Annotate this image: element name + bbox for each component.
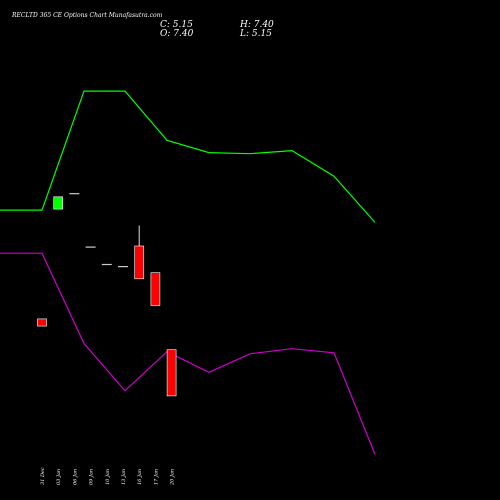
chart-title: RECLTD 365 CE Options Chart Munafasutra.… xyxy=(11,12,163,19)
high-value: H: 7.40 xyxy=(239,20,274,30)
x-tick-label: 31 Dec xyxy=(40,467,46,485)
candle xyxy=(37,318,47,327)
x-axis: 31 Dec 03 Jan 06 Jan 09 Jan 10 Jan 13 Jan 16 J… xyxy=(40,467,176,486)
x-tick-label: 06 Jan xyxy=(72,469,78,485)
open-value: O: 7.40 xyxy=(160,29,194,39)
upper-indicator-line xyxy=(0,90,376,223)
indicator-lines xyxy=(0,90,376,455)
x-tick-label: 13 Jan xyxy=(121,469,127,485)
x-tick-label: 16 Jan xyxy=(137,469,143,485)
x-tick-label: 17 Jan xyxy=(153,469,159,485)
low-value: L: 5.15 xyxy=(239,29,272,39)
x-tick-label: 03 Jan xyxy=(56,469,62,485)
candle xyxy=(53,196,64,210)
candle xyxy=(166,349,177,397)
x-tick-label: 09 Jan xyxy=(89,469,95,485)
candles xyxy=(37,193,177,397)
candle-body xyxy=(37,318,47,327)
candle-body xyxy=(134,245,144,280)
lower-indicator-line xyxy=(0,252,376,455)
close-value: C: 5.15 xyxy=(160,20,193,30)
x-tick-label: 10 Jan xyxy=(105,469,111,485)
candle-body xyxy=(53,196,64,210)
candle xyxy=(150,272,161,306)
candle-body xyxy=(166,349,177,397)
candle xyxy=(134,225,144,280)
candle-body xyxy=(150,272,161,306)
x-tick-label: 20 Jan xyxy=(170,469,176,486)
